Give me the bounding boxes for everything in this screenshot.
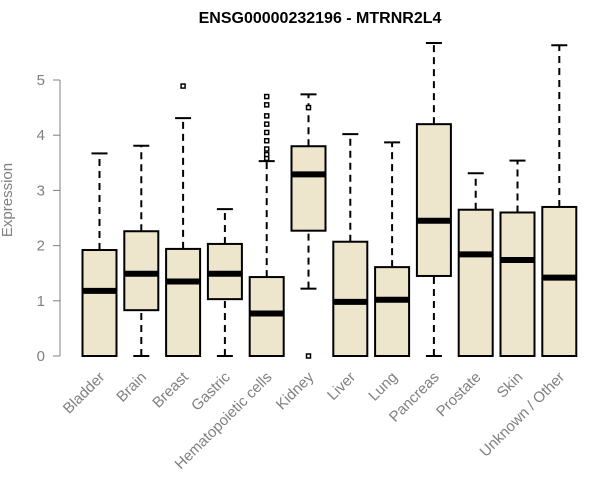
y-tick-label: 3: [37, 182, 45, 199]
box-unknown-other: [541, 44, 578, 357]
iqr-box: [332, 240, 369, 357]
outlier-point: [263, 129, 270, 136]
box-liver: [332, 133, 369, 357]
box-breast: [165, 83, 202, 357]
box-gastric: [206, 208, 243, 357]
iqr-box: [457, 208, 494, 357]
iqr-box: [165, 247, 202, 357]
box-prostate: [457, 172, 494, 357]
outlier-point: [263, 121, 270, 127]
x-tick-label: Lung: [365, 369, 401, 405]
iqr-box: [81, 249, 118, 358]
outlier-point: [305, 353, 312, 359]
y-tick-label: 5: [37, 72, 45, 89]
y-axis-label: Expression: [0, 163, 16, 237]
box-skin: [499, 159, 536, 357]
box-pancreas: [415, 42, 452, 357]
iqr-box: [415, 123, 452, 277]
box-kidney: [290, 93, 327, 359]
y-axis: 0 1 2 3 4 5: [37, 72, 61, 365]
x-tick-label: Bladder: [60, 369, 109, 418]
iqr-box: [541, 205, 578, 357]
iqr-box: [248, 276, 285, 357]
x-tick-label: Skin: [494, 369, 527, 402]
box-group: [81, 42, 578, 359]
box-brain: [123, 144, 160, 357]
y-tick-label: 1: [37, 293, 45, 310]
x-tick-label: Prostate: [433, 369, 485, 421]
iqr-box: [499, 211, 536, 357]
x-tick-label: Brain: [113, 369, 150, 406]
box-hematopoietic-cells: [248, 93, 285, 357]
iqr-box: [290, 145, 327, 232]
iqr-box: [374, 266, 411, 357]
y-tick-label: 2: [37, 238, 45, 255]
iqr-box: [123, 230, 160, 312]
outlier-point: [263, 146, 270, 152]
x-tick-label: Kidney: [273, 368, 318, 413]
y-tick-label: 4: [37, 127, 45, 144]
outlier-point: [180, 83, 186, 89]
outlier-point: [263, 137, 270, 144]
box-bladder: [81, 152, 118, 358]
outlier-point: [263, 93, 270, 100]
y-tick-label: 0: [37, 348, 45, 365]
outlier-point: [263, 113, 270, 119]
box-lung: [374, 141, 411, 357]
outlier-point: [263, 151, 270, 158]
outlier-point: [305, 104, 312, 111]
x-tick-label: Liver: [324, 369, 359, 404]
x-tick-label: Breast: [149, 368, 192, 411]
chart-title: ENSG00000232196 - MTRNR2L4: [199, 10, 442, 27]
outlier-point: [263, 102, 270, 108]
